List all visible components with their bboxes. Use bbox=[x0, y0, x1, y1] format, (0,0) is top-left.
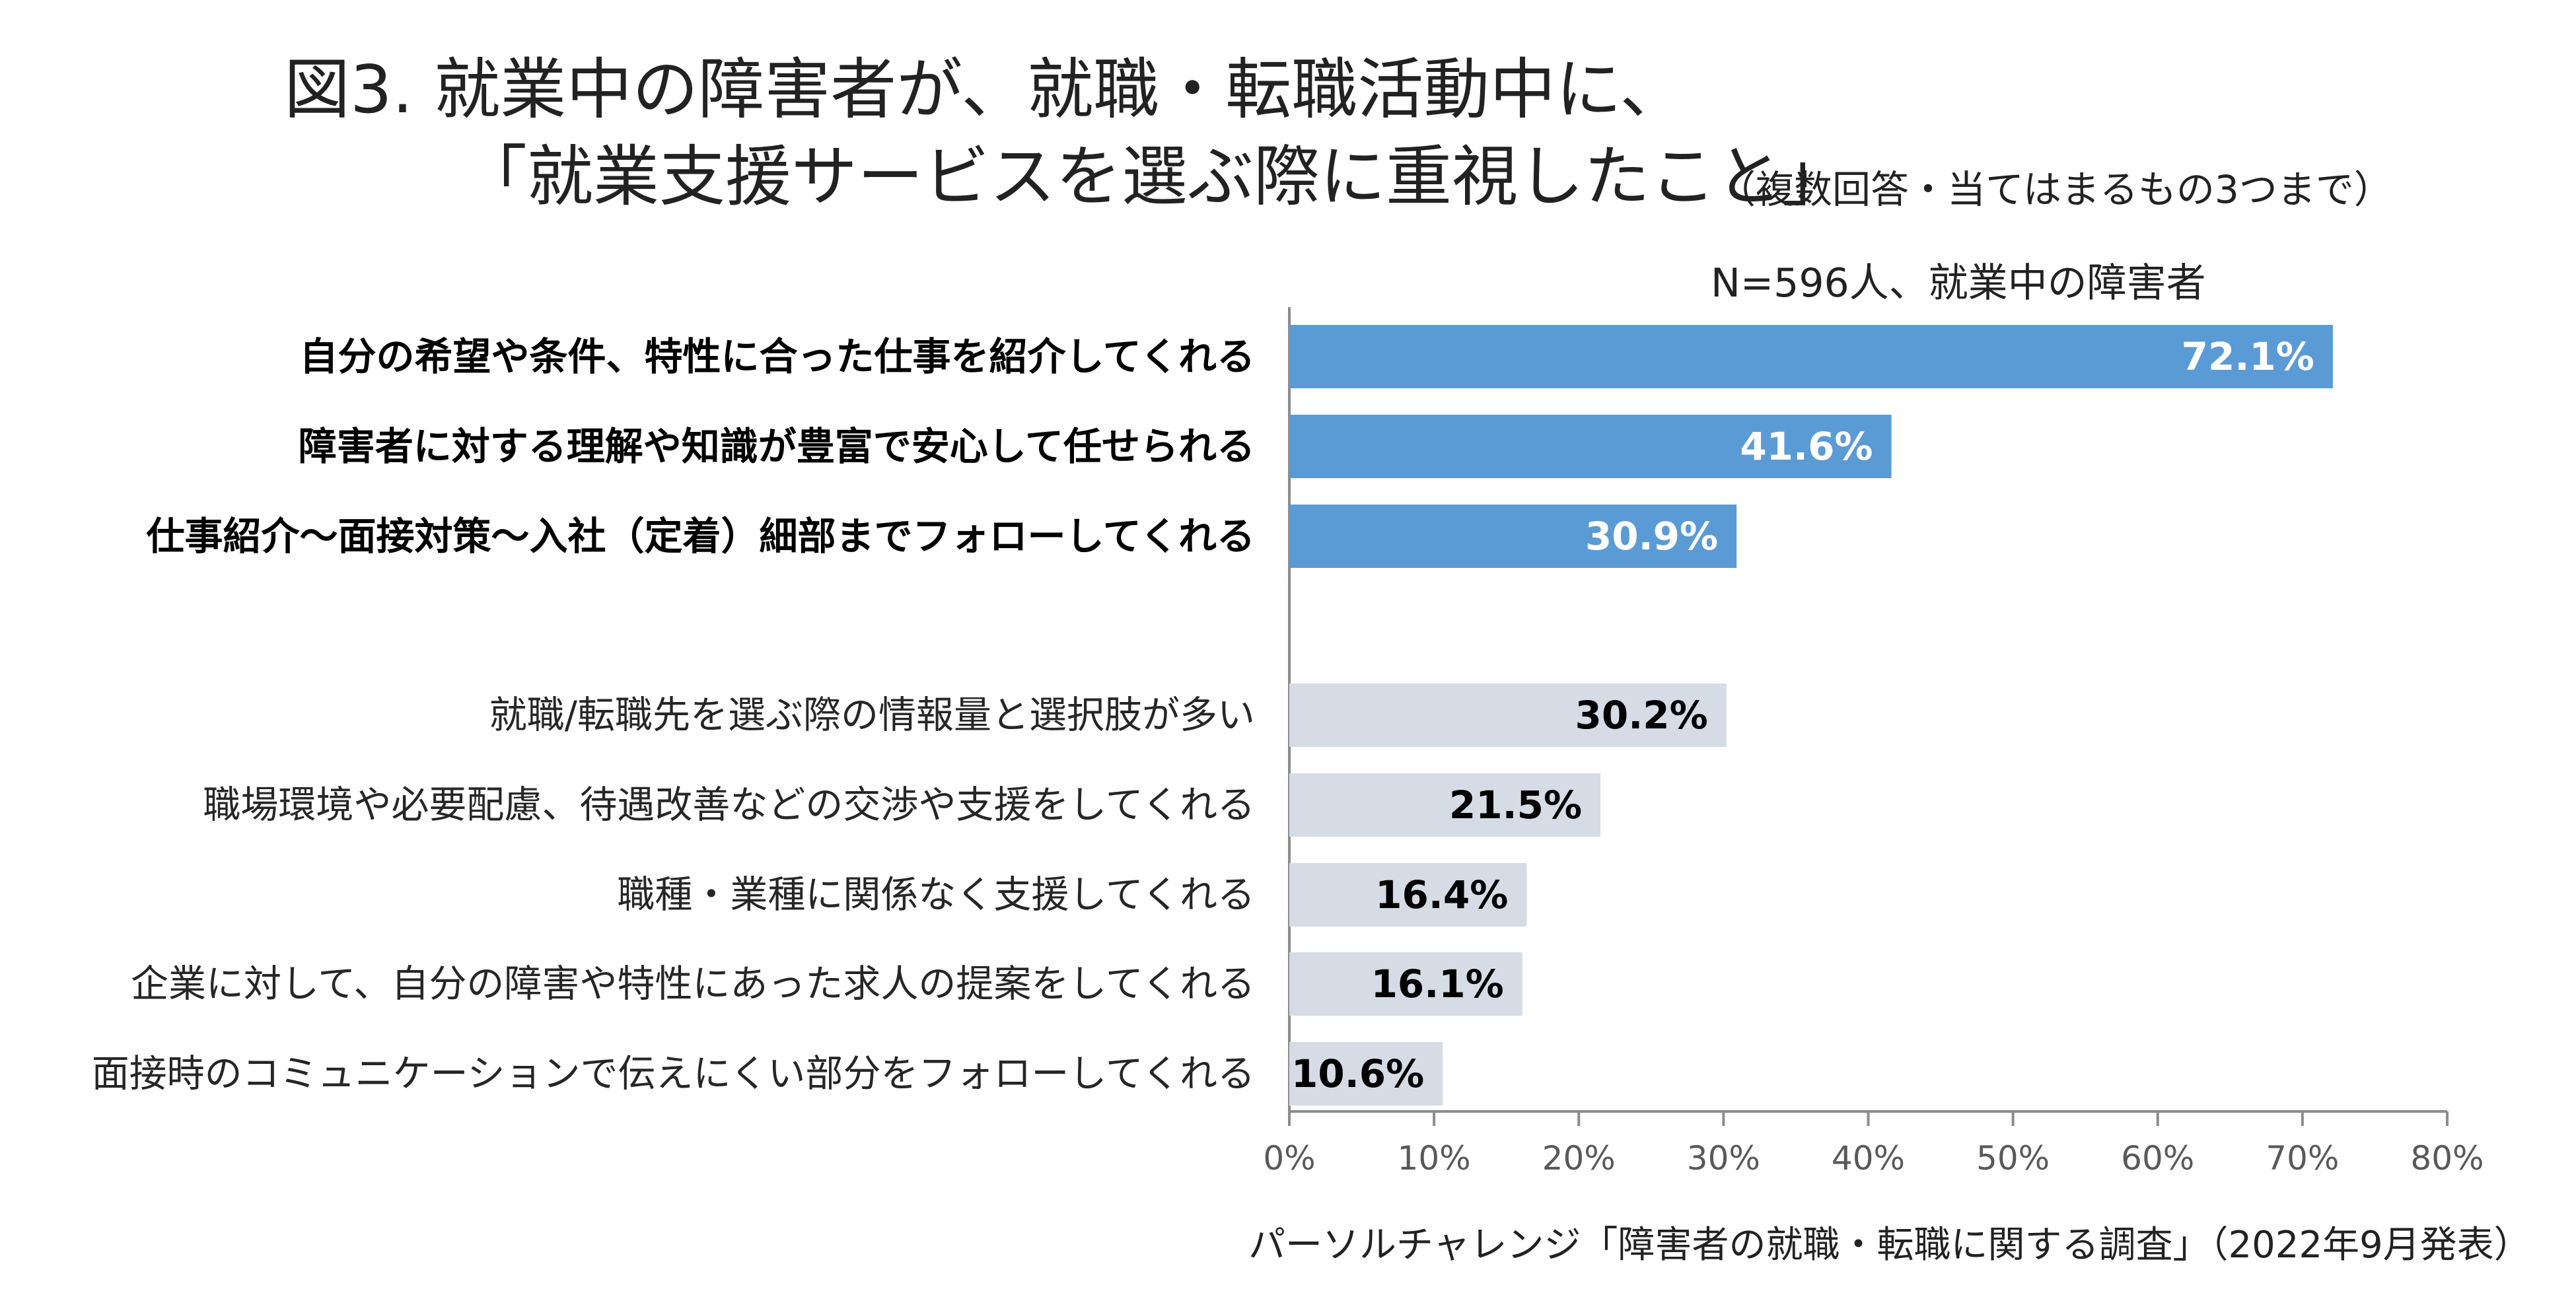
x-tick-label-0: 0% bbox=[1263, 1139, 1315, 1177]
bar-7 bbox=[1289, 952, 1522, 1016]
value-label-7: 16.1% bbox=[1371, 962, 1504, 1006]
sample-size: N=596人、就業中の障害者 bbox=[1711, 260, 2206, 306]
category-label-3: 仕事紹介～面接対策～入社（定着）細部までフォローしてくれる bbox=[146, 514, 1255, 559]
category-label-2: 障害者に対する理解や知識が豊富で安心して任せられる bbox=[299, 424, 1255, 469]
x-tick-label-7: 70% bbox=[2266, 1139, 2339, 1177]
category-label-8: 面接時のコミュニケーションで伝えにくい部分をフォローしてくれる bbox=[92, 1052, 1255, 1096]
bar-1 bbox=[1289, 325, 2333, 388]
bar-8 bbox=[1289, 1042, 1443, 1105]
value-label-8: 10.6% bbox=[1291, 1051, 1424, 1096]
value-label-4: 30.2% bbox=[1575, 693, 1708, 738]
x-tick-label-5: 50% bbox=[1976, 1139, 2050, 1177]
bar-4 bbox=[1289, 684, 1727, 747]
source-note: パーソルチャレンジ「障害者の就職・転職に関する調査」（2022年9月発表） bbox=[1248, 1224, 2531, 1267]
x-tick-label-1: 10% bbox=[1398, 1139, 1471, 1177]
category-label-1: 自分の希望や条件、特性に合った仕事を紹介してくれる bbox=[299, 334, 1255, 379]
value-label-5: 21.5% bbox=[1449, 783, 1582, 827]
value-label-3: 30.9% bbox=[1585, 514, 1718, 559]
x-tick-label-2: 20% bbox=[1542, 1139, 1616, 1177]
value-label-2: 41.6% bbox=[1740, 424, 1873, 469]
category-label-6: 職種・業種に関係なく支援してくれる bbox=[617, 873, 1255, 917]
category-label-7: 企業に対して、自分の障害や特性にあった求人の提案をしてくれる bbox=[131, 962, 1255, 1006]
category-label-4: 就職/転職先を選ぶ際の情報量と選択肢が多い bbox=[489, 693, 1255, 737]
x-tick-label-6: 60% bbox=[2121, 1139, 2194, 1177]
chart-title: 図3. 就業中の障害者が、就職・転職活動中に、 「就業支援サービスを選ぶ際に重視… bbox=[284, 46, 1848, 221]
value-label-6: 16.4% bbox=[1375, 872, 1508, 917]
x-tick-label-4: 40% bbox=[1832, 1139, 1905, 1177]
answer-note: （複数回答・当てはまるもの3つまで） bbox=[1717, 167, 2392, 212]
bar-3 bbox=[1289, 505, 1737, 568]
x-tick-label-3: 30% bbox=[1687, 1139, 1760, 1177]
bar-2 bbox=[1289, 415, 1892, 478]
bar-5 bbox=[1289, 773, 1601, 837]
bar-6 bbox=[1289, 863, 1527, 927]
x-tick-label-8: 80% bbox=[2410, 1139, 2484, 1177]
category-label-5: 職場環境や必要配慮、待遇改善などの交渉や支援をしてくれる bbox=[203, 783, 1255, 827]
chart-title-line1: 図3. 就業中の障害者が、就職・転職活動中に、 bbox=[284, 51, 1686, 128]
chart-title-line2: 「就業支援サービスを選ぶ際に重視したこと」 bbox=[461, 138, 1848, 215]
value-label-1: 72.1% bbox=[2182, 334, 2314, 379]
